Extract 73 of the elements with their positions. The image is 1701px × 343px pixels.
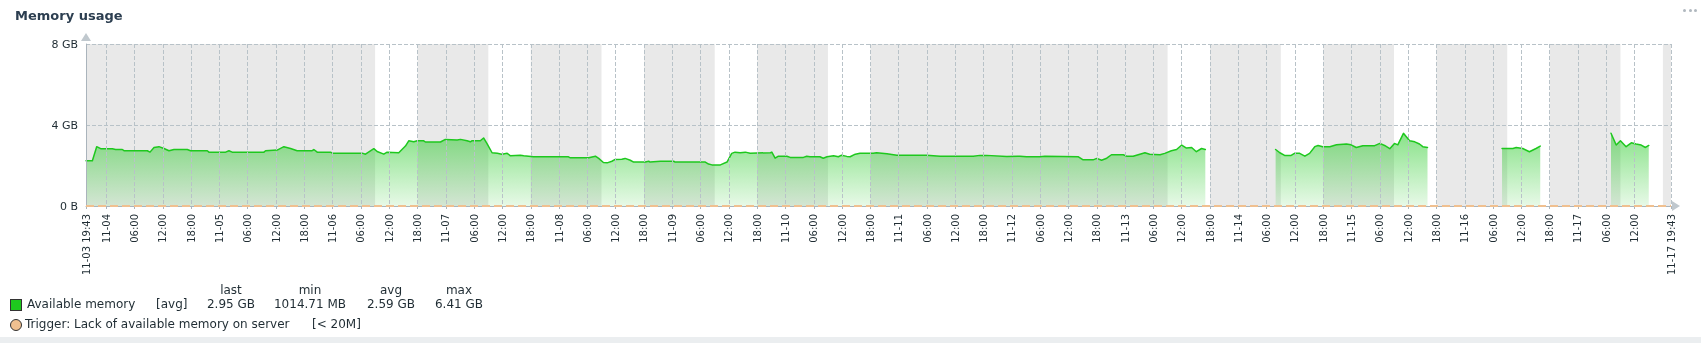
x-tick-label: 11-13 — [1119, 214, 1131, 244]
x-tick-label: 18:00 — [298, 214, 310, 243]
x-tick-label: 06:00 — [1147, 214, 1159, 243]
x-tick-label: 12:00 — [496, 214, 508, 243]
text: [avg] — [156, 297, 188, 311]
x-tick-label: 18:00 — [1430, 214, 1442, 243]
y-tick-label: 4 GB — [51, 118, 78, 132]
x-tick-label: 06:00 — [129, 214, 141, 243]
x-tick-label: 06:00 — [1261, 214, 1273, 243]
x-tick-label: 18:00 — [978, 214, 990, 243]
text: 2.59 GB — [366, 297, 416, 311]
x-tick-label: 18:00 — [1091, 214, 1103, 243]
x-tick-label: 11-09 — [666, 214, 678, 244]
text: min — [298, 283, 322, 297]
x-tick-label: 06:00 — [581, 214, 593, 243]
x-tick-label: 12:00 — [1515, 214, 1527, 243]
x-tick-label: 12:00 — [1289, 214, 1301, 243]
x-tick-label: 12:00 — [383, 214, 395, 243]
text: 1014.71 MB — [273, 297, 347, 311]
x-tick-label: 12:00 — [949, 214, 961, 243]
x-tick-label: 11-08 — [553, 214, 565, 244]
text: avg — [379, 283, 403, 297]
legend-label: Available memory — [27, 297, 136, 311]
text: 6.41 GB — [434, 297, 484, 311]
x-tick-label: 06:00 — [1600, 214, 1612, 243]
x-tick-label: 18:00 — [1204, 214, 1216, 243]
x-tick-label: 12:00 — [1629, 214, 1641, 243]
x-tick-label: 12:00 — [723, 214, 735, 243]
x-tick-label: 11-03 19:43 — [80, 214, 92, 276]
x-tick-label: 06:00 — [468, 214, 480, 243]
x-tick-label: 06:00 — [921, 214, 933, 243]
legend-label: Trigger: Lack of available memory on server — [25, 317, 290, 331]
x-tick-label: 12:00 — [157, 214, 169, 243]
x-tick-label: 18:00 — [751, 214, 763, 243]
x-tick-label: 06:00 — [1374, 214, 1386, 243]
x-tick-label: 18:00 — [525, 214, 537, 243]
text: max — [445, 283, 473, 297]
x-tick-label: 18:00 — [185, 214, 197, 243]
x-tick-label: 11-14 — [1232, 214, 1244, 244]
x-tick-label: 18:00 — [638, 214, 650, 243]
x-tick-label: 06:00 — [808, 214, 820, 243]
x-tick-label: 11-04 — [100, 214, 112, 244]
x-tick-label: 12:00 — [836, 214, 848, 243]
x-tick-label: 18:00 — [1317, 214, 1329, 243]
x-tick-label: 11-11 — [893, 214, 905, 244]
text: 2.95 GB — [206, 297, 256, 311]
x-tick-label: 18:00 — [412, 214, 424, 243]
x-tick-label: 12:00 — [610, 214, 622, 243]
x-tick-label: 06:00 — [242, 214, 254, 243]
x-tick-label: 11-17 — [1572, 214, 1584, 244]
x-tick-label: 12:00 — [1063, 214, 1075, 243]
y-tick-label: 0 B — [59, 199, 78, 213]
y-tick-label: 8 GB — [51, 37, 78, 51]
x-tick-label: 11-17 19:43 — [1665, 214, 1677, 276]
chart-title: Memory usage — [15, 8, 123, 23]
x-tick-label: 06:00 — [1487, 214, 1499, 243]
text: last — [220, 283, 242, 297]
x-tick-label: 11-06 — [327, 214, 339, 244]
x-tick-label: 11-05 — [213, 214, 225, 244]
x-tick-label: 12:00 — [270, 214, 282, 243]
x-tick-label: 11-15 — [1346, 214, 1358, 244]
x-tick-label: 11-12 — [1006, 214, 1018, 244]
x-tick-label: 11-07 — [440, 214, 452, 244]
x-tick-label: 12:00 — [1176, 214, 1188, 243]
x-tick-label: 11-16 — [1459, 214, 1471, 244]
x-tick-label: 18:00 — [864, 214, 876, 243]
x-tick-label: 11-10 — [779, 214, 791, 244]
x-tick-label: 06:00 — [695, 214, 707, 243]
text: [< 20M] — [312, 317, 361, 331]
x-tick-label: 12:00 — [1402, 214, 1414, 243]
x-tick-label: 18:00 — [1544, 214, 1556, 243]
x-tick-label: 06:00 — [355, 214, 367, 243]
x-tick-label: 06:00 — [1034, 214, 1046, 243]
